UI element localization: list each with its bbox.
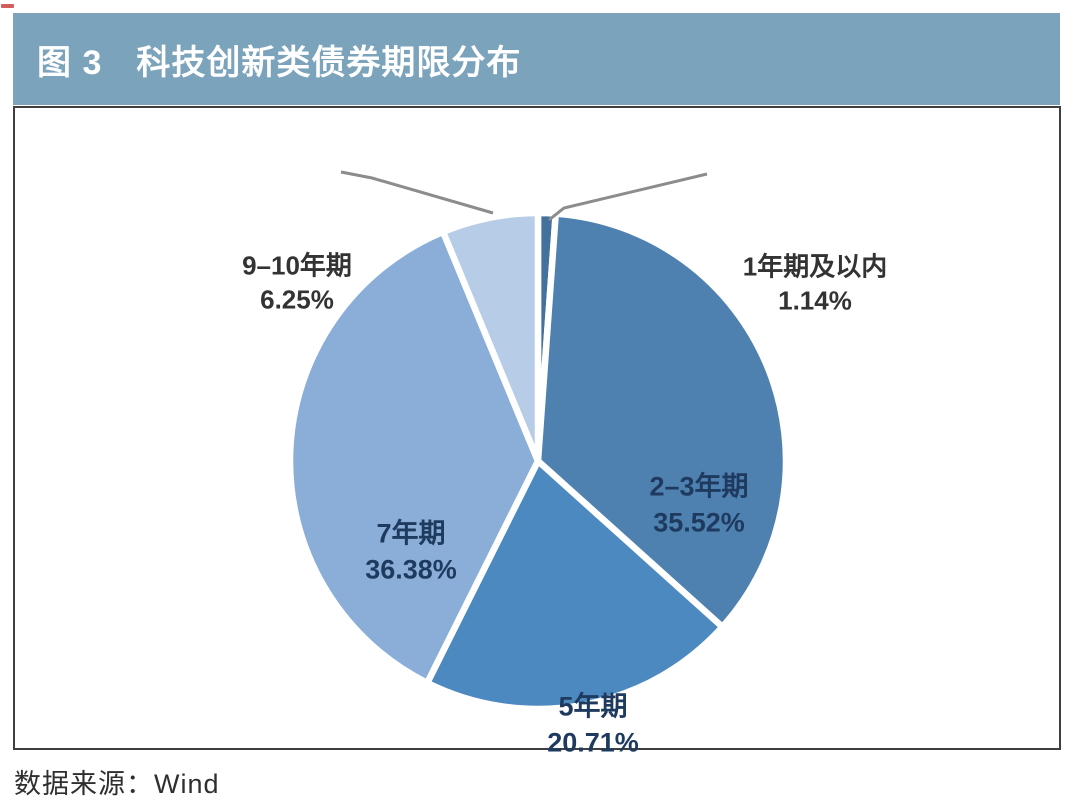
- label-1y-name: 1年期及以内: [742, 251, 888, 282]
- figure-number: 图 3: [37, 43, 103, 82]
- label-9-10y-name: 9–10年期: [242, 250, 352, 281]
- pie-slice-1: [534, 210, 790, 632]
- label-1y-pct: 1.14%: [778, 286, 852, 316]
- label-7y: 7年期 36.38%: [365, 516, 457, 587]
- corner-mark: [1, 4, 14, 8]
- label-2-3y-name: 2–3年期: [649, 471, 749, 502]
- figure-title: 科技创新类债券期限分布: [136, 43, 522, 82]
- label-1y: 1年期及以内 1.14%: [743, 250, 887, 319]
- label-7y-name: 7年期: [376, 518, 446, 549]
- pie-slice-2: [422, 455, 727, 713]
- label-5y-pct: 20.71%: [547, 727, 639, 757]
- figure-header: 图 3 科技创新类债券期限分布: [13, 13, 1060, 105]
- leader-line-9-10y: [340, 170, 494, 215]
- label-2-3y-pct: 35.52%: [653, 507, 745, 537]
- label-9-10y: 9–10年期 6.25%: [242, 249, 352, 318]
- data-source: 数据来源：Wind: [14, 769, 220, 799]
- pie-chart: [286, 170, 790, 713]
- label-7y-pct: 36.38%: [365, 554, 457, 584]
- pie-wedges: [286, 209, 790, 713]
- label-5y-name: 5年期: [558, 691, 628, 722]
- chart-area: 9–10年期 6.25% 1年期及以内 1.14% 2–3年期 35.52% 5…: [13, 106, 1061, 757]
- leader-line-1y: [548, 172, 708, 222]
- pie-slice-4: [438, 209, 542, 463]
- label-5y: 5年期 20.71%: [547, 689, 639, 760]
- label-2-3y: 2–3年期 35.52%: [649, 469, 748, 540]
- label-9-10y-pct: 6.25%: [260, 285, 334, 315]
- pie-slice-3: [286, 227, 542, 688]
